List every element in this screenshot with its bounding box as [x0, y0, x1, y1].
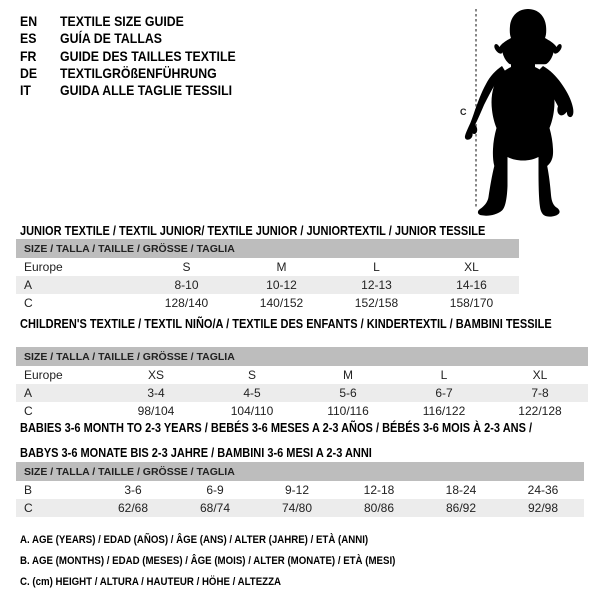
svg-text:C: C	[460, 107, 467, 117]
